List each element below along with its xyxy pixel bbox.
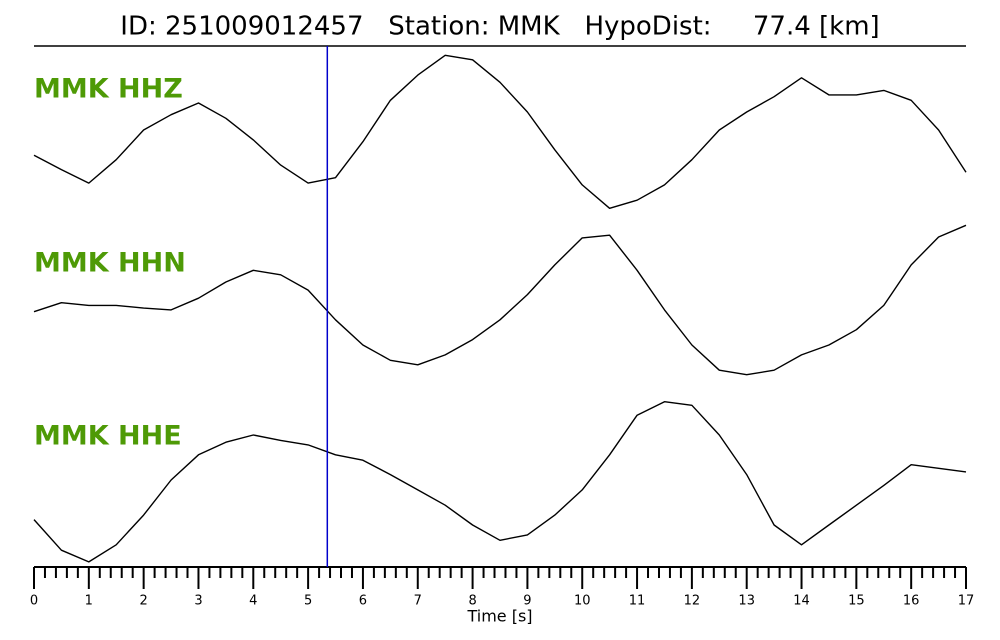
x-axis-label: Time [s] [466,607,532,626]
chart-title: ID: 251009012457 Station: MMK HypoDist: … [120,12,879,42]
x-tick-label: 11 [629,594,646,609]
trace [33,224,967,376]
x-tick-label: 9 [523,594,531,609]
x-tick-label: 17 [958,594,975,609]
trace-label: MMK HHE [34,421,182,452]
x-tick-label: 7 [414,594,422,609]
x-tick-label: 3 [194,594,202,609]
x-tick-label: 15 [848,594,865,609]
x-tick-label: 10 [574,594,591,609]
x-tick-label: 14 [793,594,810,609]
x-tick-label: 0 [30,594,38,609]
x-tick-label: 12 [684,594,701,609]
trace-label: MMK HHN [34,248,186,279]
x-tick-label: 8 [468,594,476,609]
x-tick-label: 13 [738,594,755,609]
x-tick-label: 6 [359,594,367,609]
x-tick-label: 16 [903,594,920,609]
trace-label: MMK HHZ [34,74,183,105]
trace [33,54,967,209]
x-tick-label: 1 [85,594,93,609]
x-tick-label: 5 [304,594,312,609]
x-tick-label: 2 [140,594,148,609]
x-tick-label: 4 [249,594,257,609]
trace [33,401,967,563]
